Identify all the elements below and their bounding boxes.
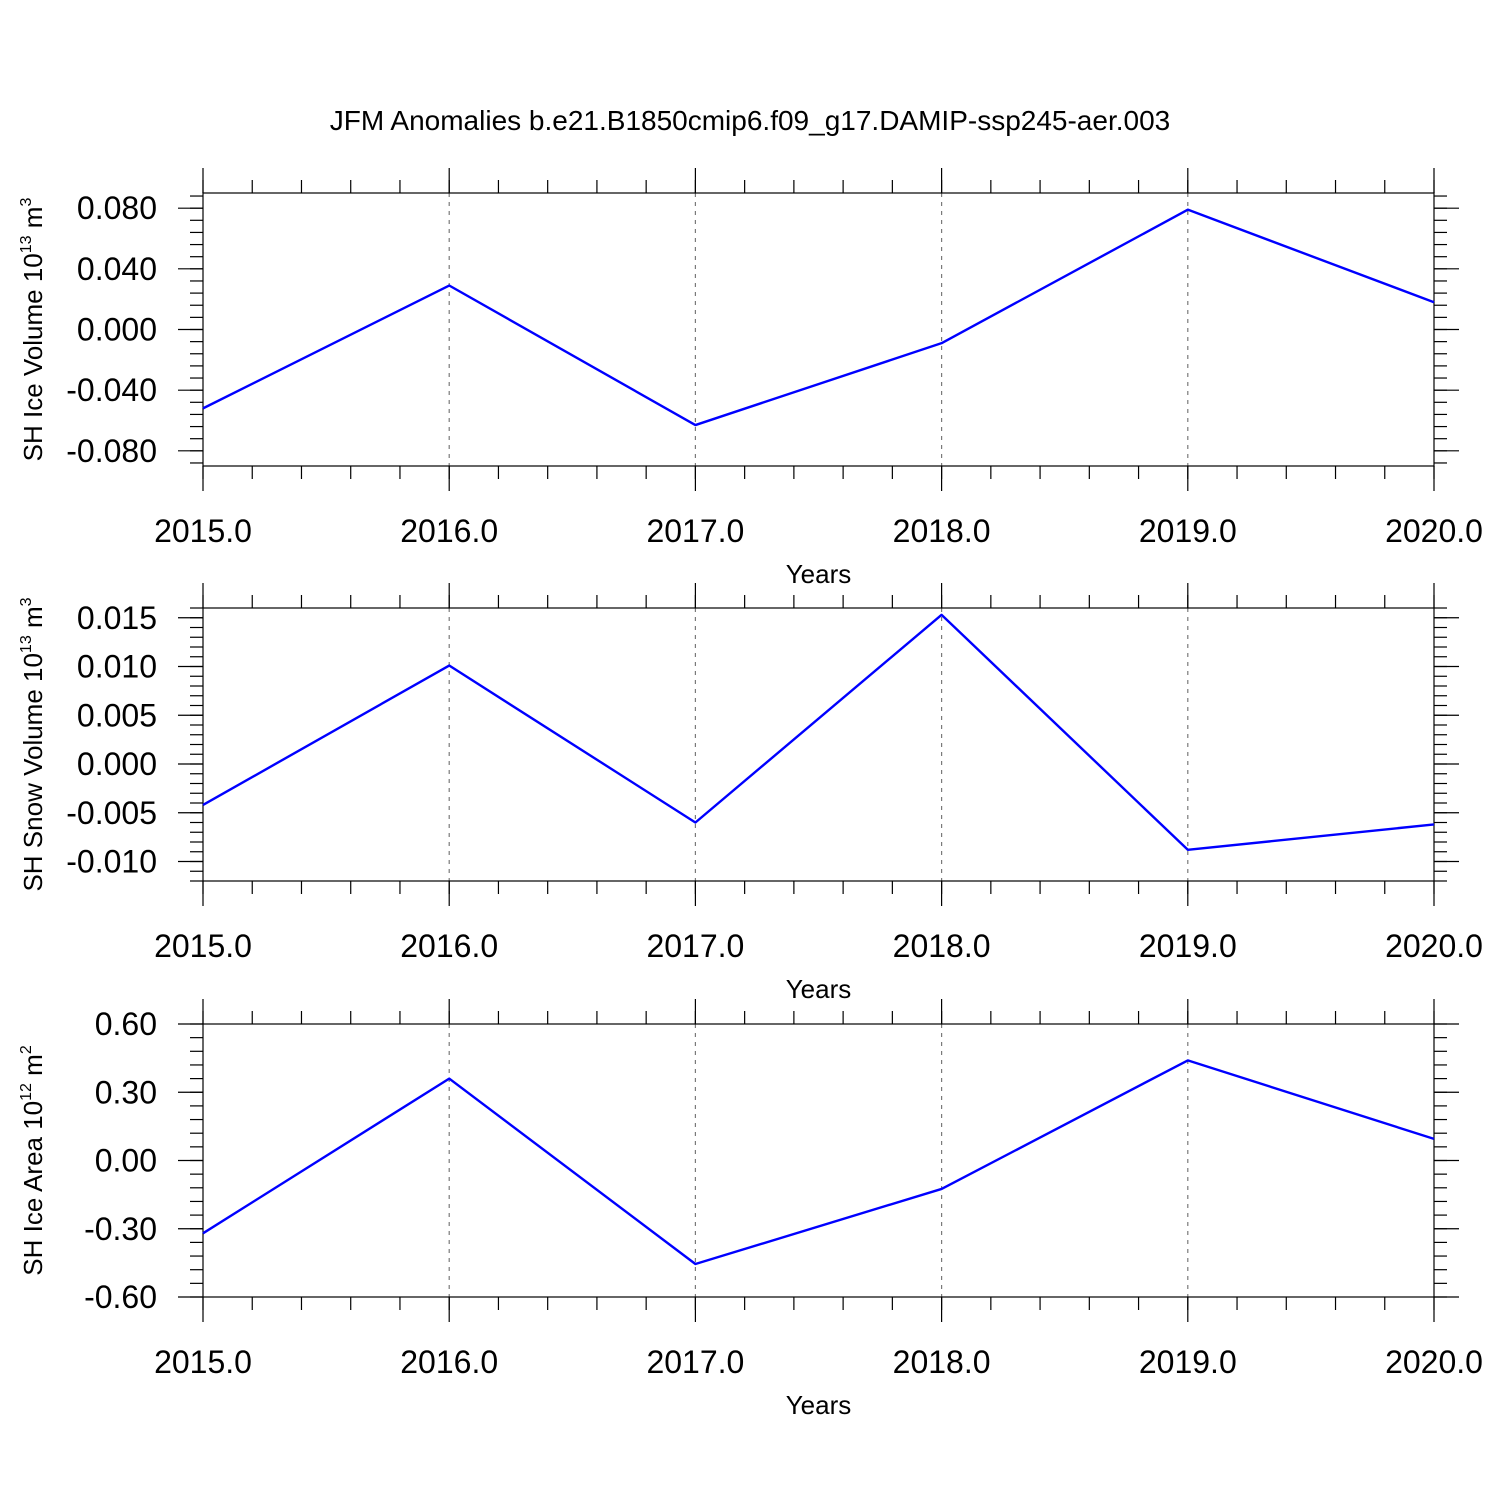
x-tick-label: 2019.0: [1139, 928, 1237, 964]
y-tick-label: 0.005: [77, 697, 157, 733]
x-tick-label: 2020.0: [1385, 513, 1483, 549]
x-tick-label: 2020.0: [1385, 1344, 1483, 1380]
series-line: [202, 613, 1435, 851]
x-tick-label: 2020.0: [1385, 928, 1483, 964]
x-tick-label: 2016.0: [400, 928, 498, 964]
y-tick-label: 0.000: [77, 746, 157, 782]
chart-panel-3: 2015.0 2016.0 2017.0 2018.0 2019.0 2020.0 0.60…: [18, 999, 1483, 1420]
x-tick-label: 2018.0: [893, 928, 991, 964]
x-tick-label: 2016.0: [400, 1344, 498, 1380]
x-tick-label: 2018.0: [893, 1344, 991, 1380]
x-tick-label: 2019.0: [1139, 513, 1237, 549]
x-axis-title: Years: [786, 559, 852, 589]
y-tick-label: -0.010: [66, 844, 157, 880]
y-tick-label: 0.080: [77, 190, 157, 226]
y-tick-label: 0.010: [77, 649, 157, 685]
series-line: [202, 1059, 1435, 1266]
x-tick-label: 2015.0: [154, 928, 252, 964]
y-tick-label: 0.015: [77, 600, 157, 636]
x-tick-label: 2017.0: [646, 928, 744, 964]
x-axis-title: Years: [786, 1390, 852, 1420]
series-line: [202, 208, 1435, 427]
x-tick-label: 2015.0: [154, 1344, 252, 1380]
y-tick-label: -0.60: [84, 1279, 157, 1315]
y-axis-title: SH Ice Area 1012 m2: [18, 1045, 48, 1276]
y-tick-label: 0.040: [77, 251, 157, 287]
figure-title: JFM Anomalies b.e21.B1850cmip6.f09_g17.D…: [330, 105, 1170, 136]
y-tick-label: -0.30: [84, 1211, 157, 1247]
x-tick-label: 2017.0: [646, 513, 744, 549]
chart-panel-1: 2015.0 2016.0 2017.0 2018.0 2019.0 2020.0 0.08…: [18, 168, 1483, 589]
y-axis-title: SH Ice Volume 1013 m3: [18, 198, 48, 462]
y-tick-label: 0.000: [77, 312, 157, 348]
x-tick-label: 2018.0: [893, 513, 991, 549]
x-tick-label: 2017.0: [646, 1344, 744, 1380]
x-tick-label: 2015.0: [154, 513, 252, 549]
y-tick-label: -0.005: [66, 795, 157, 831]
x-tick-label: 2016.0: [400, 513, 498, 549]
y-tick-label: -0.080: [66, 433, 157, 469]
x-axis-title: Years: [786, 974, 852, 1004]
x-tick-label: 2019.0: [1139, 1344, 1237, 1380]
y-axis-title: SH Snow Volume 1013 m3: [18, 597, 48, 891]
chart-panel-2: 2015.0 2016.0 2017.0 2018.0 2019.0 2020.0 0.01…: [18, 583, 1483, 1004]
y-tick-label: 0.00: [95, 1143, 157, 1179]
y-tick-label: 0.30: [95, 1074, 157, 1110]
y-tick-label: -0.040: [66, 372, 157, 408]
panels: 2015.0 2016.0 2017.0 2018.0 2019.0 2020.0 0.08…: [18, 168, 1483, 1420]
y-tick-label: 0.60: [95, 1006, 157, 1042]
